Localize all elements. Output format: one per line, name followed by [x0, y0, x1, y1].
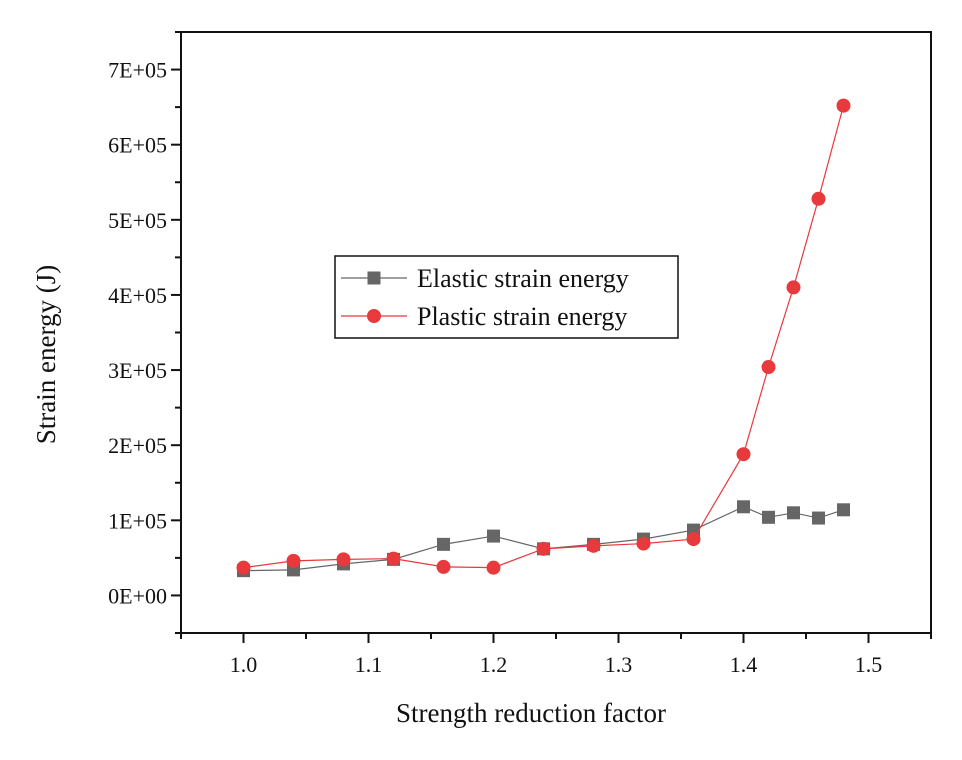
- data-point-circle: [336, 552, 351, 567]
- data-point-circle: [636, 536, 651, 551]
- x-tick-label: 1.1: [355, 652, 383, 677]
- legend-box: [334, 255, 679, 339]
- series-line: [243, 506, 844, 572]
- data-point-circle: [586, 538, 601, 553]
- y-tick-label: 1E+05: [108, 508, 167, 533]
- legend-label: Plastic strain energy: [417, 302, 627, 331]
- data-point-circle: [486, 560, 501, 575]
- data-point-circle: [786, 280, 801, 295]
- x-tick-label: 1.0: [230, 652, 258, 677]
- data-point-square: [487, 529, 500, 543]
- x-axis-title: Strength reduction factor: [396, 698, 666, 728]
- legend-label: Elastic strain energy: [417, 264, 629, 293]
- axis-ticks: 1.0 1.1 1.2 1.3 1.4 1.5 0E+00 1E+05 2E+05 3E+05 4E…: [108, 31, 932, 677]
- y-tick-label: 5E+05: [108, 208, 167, 233]
- data-point-circle: [686, 532, 701, 547]
- data-point-square: [837, 503, 850, 517]
- data-point-square: [437, 537, 450, 551]
- series-2: [236, 98, 851, 575]
- y-tick-label: 2E+05: [108, 433, 167, 458]
- y-tick-label: 0E+00: [108, 583, 167, 608]
- legend-item: Plastic strain energy: [341, 302, 627, 331]
- legend-swatch-marker: [367, 309, 381, 323]
- data-point-circle: [436, 559, 451, 574]
- data-point-circle: [836, 98, 851, 113]
- y-axis-title: Strain energy (J): [31, 265, 61, 444]
- data-point-circle: [736, 447, 751, 462]
- x-tick-label: 1.2: [480, 652, 508, 677]
- data-point-square: [737, 500, 750, 514]
- data-point-square: [787, 506, 800, 520]
- y-tick-label: 3E+05: [108, 358, 167, 383]
- data-point-circle: [811, 191, 826, 206]
- y-tick-label: 7E+05: [108, 58, 167, 83]
- x-tick-label: 1.5: [855, 652, 883, 677]
- data-point-circle: [536, 541, 551, 556]
- legend-swatch-marker: [367, 271, 381, 285]
- y-tick-label: 4E+05: [108, 283, 167, 308]
- data-point-square: [812, 511, 825, 525]
- data-point-circle: [236, 560, 251, 575]
- y-tick-label: 6E+05: [108, 133, 167, 158]
- data-point-circle: [286, 553, 301, 568]
- x-tick-label: 1.4: [730, 652, 758, 677]
- series-1: [237, 500, 850, 578]
- data-point-circle: [386, 551, 401, 566]
- data-point-square: [762, 510, 775, 524]
- data-point-circle: [761, 360, 776, 375]
- legend: Elastic strain energy Plastic strain ener…: [334, 255, 679, 339]
- legend-item: Elastic strain energy: [341, 264, 629, 293]
- series-layer: [236, 98, 851, 578]
- x-tick-label: 1.3: [605, 652, 633, 677]
